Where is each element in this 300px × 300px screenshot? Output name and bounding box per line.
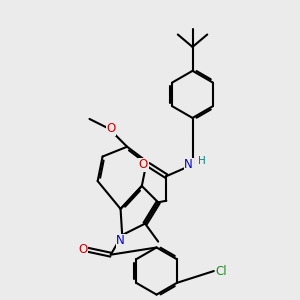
Text: H: H — [199, 157, 206, 166]
Text: N: N — [116, 235, 125, 248]
Text: O: O — [106, 122, 116, 135]
Text: Cl: Cl — [215, 265, 227, 278]
Text: N: N — [184, 158, 193, 171]
Text: O: O — [78, 243, 88, 256]
Text: O: O — [139, 158, 148, 171]
